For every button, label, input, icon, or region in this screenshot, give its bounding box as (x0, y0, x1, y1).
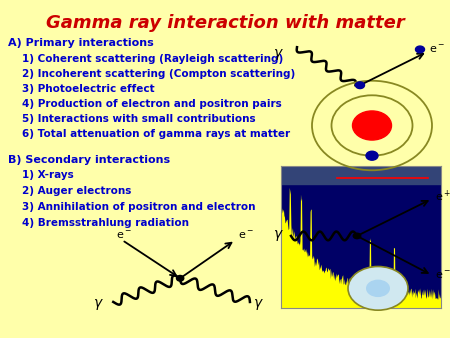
Text: Gamma ray interaction with matter: Gamma ray interaction with matter (45, 14, 405, 32)
Circle shape (415, 46, 424, 53)
Text: e$^-$: e$^-$ (429, 44, 445, 55)
Text: e$^-$: e$^-$ (435, 270, 450, 281)
Text: 2) Incoherent scattering (Compton scattering): 2) Incoherent scattering (Compton scatte… (22, 69, 295, 79)
Text: 3) Annihilation of positron and electron: 3) Annihilation of positron and electron (22, 202, 256, 212)
Text: 1) Coherent scattering (Rayleigh scattering): 1) Coherent scattering (Rayleigh scatter… (22, 54, 283, 64)
Circle shape (366, 280, 390, 297)
Circle shape (366, 151, 378, 160)
Text: e$^+$: e$^+$ (435, 189, 450, 204)
Text: 3) Photoelectric effect: 3) Photoelectric effect (22, 84, 155, 94)
Text: 4) Production of electron and positron pairs: 4) Production of electron and positron p… (22, 99, 282, 109)
Text: B) Secondary interactions: B) Secondary interactions (8, 155, 170, 165)
Text: e$^-$: e$^-$ (238, 230, 254, 241)
Text: 2) Auger electrons: 2) Auger electrons (22, 186, 131, 196)
Circle shape (348, 266, 408, 310)
Text: $\gamma$: $\gamma$ (273, 47, 284, 62)
Text: $\gamma$: $\gamma$ (93, 297, 104, 312)
Circle shape (356, 82, 364, 89)
Circle shape (352, 111, 392, 140)
Text: A) Primary interactions: A) Primary interactions (8, 38, 154, 48)
Text: 1) X-rays: 1) X-rays (22, 170, 74, 180)
Circle shape (353, 233, 361, 239)
Bar (281, 166, 441, 184)
Text: 4) Bremsstrahlung radiation: 4) Bremsstrahlung radiation (22, 218, 189, 228)
Text: e$^-$: e$^-$ (116, 230, 132, 241)
Text: $\gamma$: $\gamma$ (273, 228, 284, 243)
Text: 5) Interactions with small contributions: 5) Interactions with small contributions (22, 114, 256, 124)
Text: 6) Total attenuation of gamma rays at matter: 6) Total attenuation of gamma rays at ma… (22, 129, 290, 139)
Circle shape (176, 275, 184, 281)
Text: $\gamma$: $\gamma$ (253, 297, 264, 312)
